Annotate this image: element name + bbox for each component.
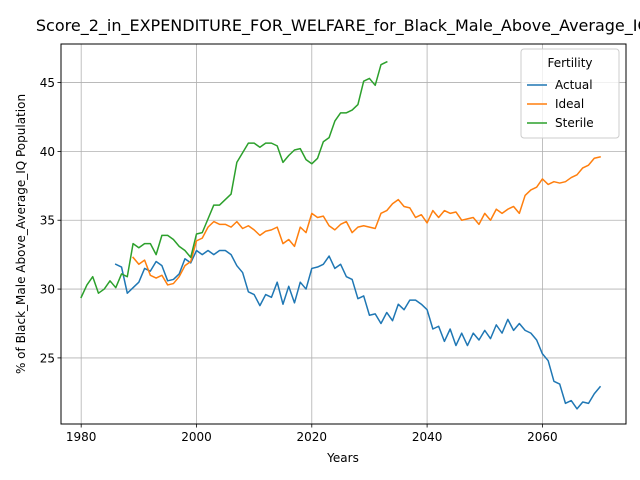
legend-title: Fertility (547, 56, 592, 70)
legend-label: Actual (555, 78, 593, 92)
series-line-ideal (132, 155, 601, 286)
x-tick-label: 2000 (181, 430, 212, 444)
legend: Fertility Actual Ideal Sterile (520, 48, 620, 139)
y-tick-label: 25 (40, 351, 55, 365)
x-tick-label: 2060 (527, 430, 558, 444)
y-axis: 25 30 35 40 45 (40, 76, 61, 365)
legend-label: Ideal (555, 97, 584, 111)
x-tick-label: 2020 (297, 430, 328, 444)
y-tick-label: 35 (40, 214, 55, 228)
series-layer (80, 60, 602, 410)
series-line-sterile (80, 60, 388, 299)
y-axis-label: % of Black_Male Above_Average_IQ Populat… (14, 94, 28, 374)
y-tick-label: 30 (40, 283, 55, 297)
plot-frame (60, 43, 627, 425)
y-tick-label: 45 (40, 76, 55, 90)
series-line-actual (114, 249, 602, 410)
legend-box (520, 48, 620, 139)
chart-title: Score_2_in_EXPENDITURE_FOR_WELFARE_for_B… (36, 16, 640, 36)
y-tick-label: 40 (40, 145, 55, 159)
x-tick-label: 2040 (412, 430, 443, 444)
x-axis-label: Years (326, 451, 359, 465)
legend-label: Sterile (555, 116, 594, 130)
x-axis: 1980 2000 2020 2040 2060 (66, 424, 558, 444)
x-tick-label: 1980 (66, 430, 97, 444)
